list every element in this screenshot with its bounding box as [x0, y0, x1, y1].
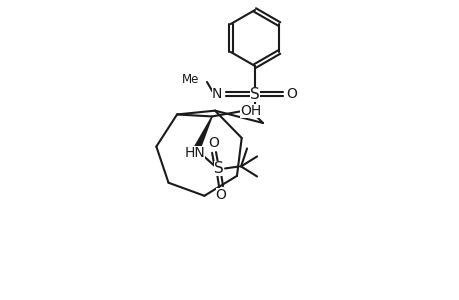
Text: HN: HN — [184, 146, 205, 161]
Text: S: S — [214, 161, 224, 176]
Text: OH: OH — [240, 104, 261, 118]
Text: Me: Me — [181, 73, 199, 85]
Text: O: O — [286, 87, 297, 101]
Text: O: O — [208, 136, 219, 151]
Text: N: N — [211, 87, 222, 101]
Text: S: S — [250, 86, 259, 101]
Text: O: O — [215, 188, 226, 203]
Polygon shape — [194, 116, 212, 150]
